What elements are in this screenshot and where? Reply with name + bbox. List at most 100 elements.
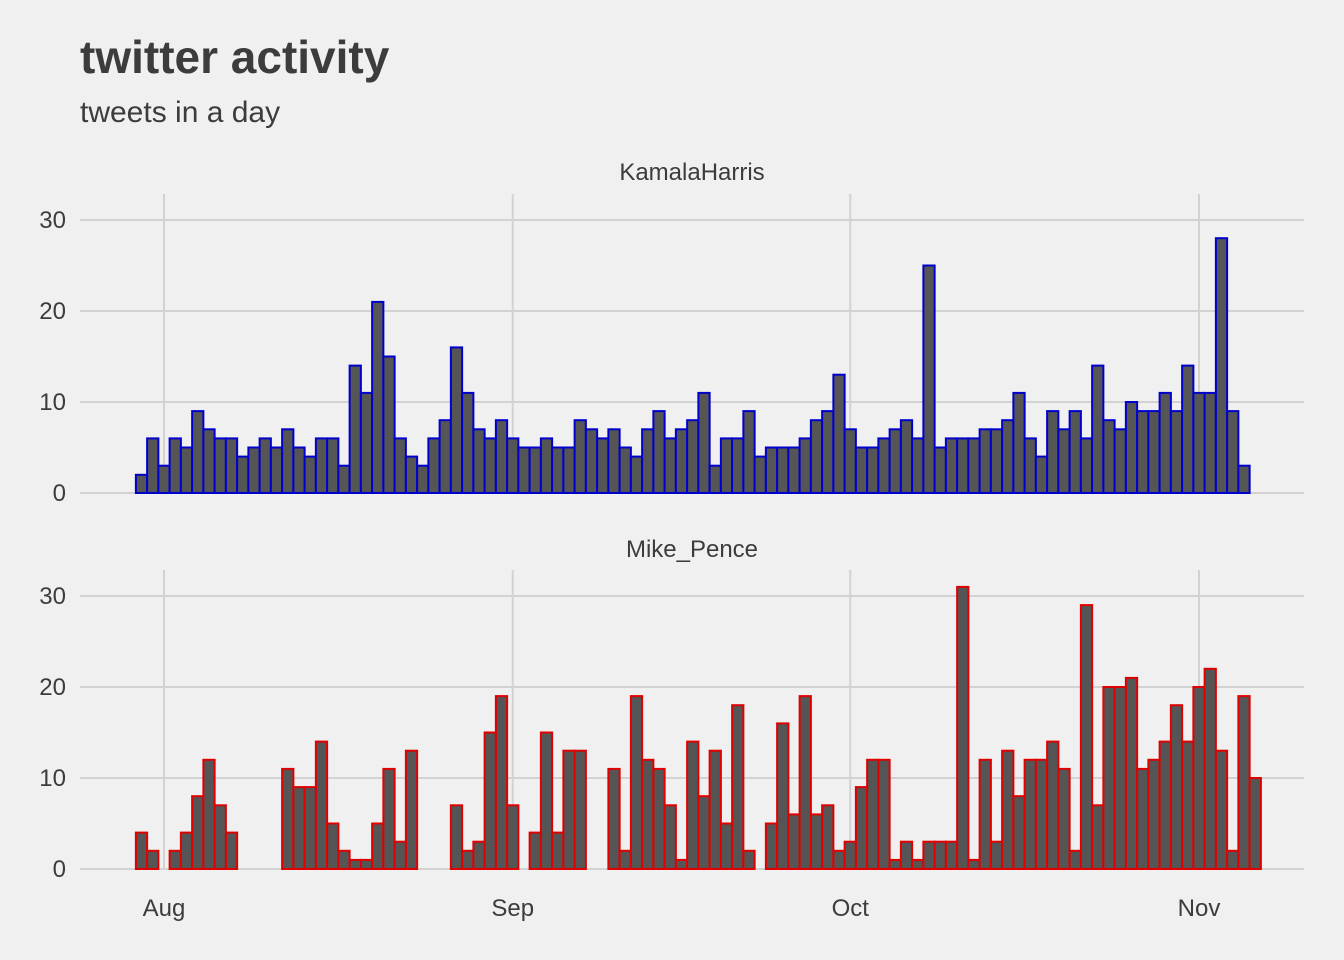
bar xyxy=(1102,419,1116,495)
bar xyxy=(1124,401,1139,494)
bar xyxy=(337,464,351,495)
bar xyxy=(573,749,587,871)
x-tick-label: Nov xyxy=(1178,895,1221,922)
bar xyxy=(472,428,486,494)
bar xyxy=(978,758,992,870)
bar xyxy=(697,795,711,871)
bar xyxy=(731,704,745,871)
bar xyxy=(1203,391,1217,494)
bar xyxy=(134,473,149,494)
bar xyxy=(866,758,880,870)
bar xyxy=(821,410,835,495)
panel-mike-pence: 0 10 20 30 Mike_Pence xyxy=(39,536,1304,883)
bar xyxy=(933,446,947,494)
bar xyxy=(1001,419,1015,495)
bar xyxy=(292,446,306,494)
y-tick-label: 20 xyxy=(39,674,66,701)
bar xyxy=(202,428,216,494)
bar xyxy=(528,446,542,494)
bar xyxy=(461,849,475,870)
bar xyxy=(1057,428,1071,494)
bar xyxy=(798,695,812,870)
bar xyxy=(584,428,599,494)
bar xyxy=(1169,704,1184,871)
bar xyxy=(539,437,554,494)
bar xyxy=(1192,391,1206,494)
bar xyxy=(1012,795,1026,871)
bar xyxy=(179,831,194,870)
x-tick-label: Aug xyxy=(143,895,186,922)
bar xyxy=(1034,455,1049,495)
bar xyxy=(719,437,734,494)
bar xyxy=(1023,437,1037,494)
bar xyxy=(1091,364,1105,495)
chart-title: twitter activity xyxy=(80,31,390,83)
bar xyxy=(821,804,835,870)
bar xyxy=(416,464,430,495)
bar xyxy=(551,446,565,494)
bar xyxy=(866,446,880,494)
bar xyxy=(911,437,925,494)
y-tick-label: 10 xyxy=(39,389,66,416)
bar xyxy=(607,428,621,494)
bar xyxy=(888,858,902,871)
bar xyxy=(888,428,902,494)
bar xyxy=(607,767,621,871)
bar xyxy=(404,455,419,495)
bar xyxy=(674,858,689,871)
bar xyxy=(1158,740,1172,870)
bar xyxy=(1169,410,1184,495)
bar xyxy=(371,822,385,870)
bar xyxy=(899,419,914,495)
bar xyxy=(359,858,374,871)
y-tick-label: 20 xyxy=(39,298,66,325)
bar xyxy=(1181,364,1195,495)
bar xyxy=(1023,758,1037,870)
bar xyxy=(528,831,542,870)
bar xyxy=(1124,676,1139,871)
bar xyxy=(618,849,632,870)
bar xyxy=(314,437,329,494)
bar xyxy=(494,419,509,495)
bar xyxy=(641,428,655,494)
bar xyxy=(1046,410,1060,495)
bar xyxy=(303,455,317,495)
bar xyxy=(562,749,576,871)
facet-label: Mike_Pence xyxy=(626,536,758,563)
bar xyxy=(1136,410,1150,495)
bar xyxy=(832,849,846,870)
bar xyxy=(764,822,779,870)
bar xyxy=(944,840,959,871)
bar xyxy=(618,446,632,494)
bar xyxy=(922,840,936,871)
x-tick-label: Sep xyxy=(491,895,534,922)
bar xyxy=(1113,686,1127,870)
bar xyxy=(517,446,531,494)
y-tick-label: 30 xyxy=(39,583,66,610)
bar xyxy=(686,419,700,495)
bar xyxy=(1147,410,1161,495)
bar xyxy=(1237,464,1251,495)
y-tick-label: 0 xyxy=(53,480,66,507)
bar xyxy=(663,804,677,870)
bar xyxy=(539,731,554,870)
bar xyxy=(899,840,914,871)
bar xyxy=(326,437,340,494)
bar xyxy=(1091,804,1105,870)
bar xyxy=(629,695,644,870)
bar xyxy=(483,437,497,494)
bar xyxy=(686,740,700,870)
bar xyxy=(202,758,216,870)
bar xyxy=(911,858,925,871)
bar xyxy=(281,767,295,871)
bar xyxy=(629,455,644,495)
bar xyxy=(956,437,970,494)
bar xyxy=(843,428,857,494)
bar xyxy=(776,722,790,871)
bar xyxy=(641,758,655,870)
bar xyxy=(1079,437,1094,494)
bar xyxy=(809,419,824,495)
facet-label: KamalaHarris xyxy=(619,159,764,186)
bar xyxy=(281,428,295,494)
bar xyxy=(213,437,227,494)
